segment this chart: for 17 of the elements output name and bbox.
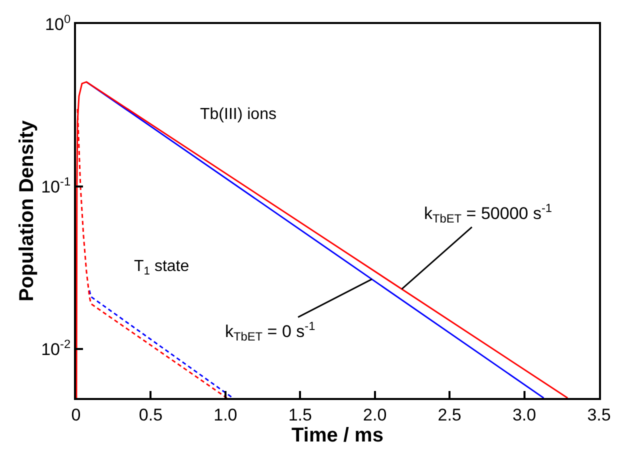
- x-tick-label: 3.0: [512, 405, 536, 424]
- annotation: k$_{TbET}$ = 0 s$^{-1}$: [225, 319, 316, 344]
- x-tick-label: 2.5: [438, 405, 462, 424]
- annotation: T$_{1}$ state: [134, 258, 190, 278]
- y-axis-title: Population Density: [16, 120, 38, 302]
- x-tick-label: 0.5: [138, 405, 163, 424]
- annotation: Tb(III) ions: [200, 106, 276, 123]
- x-tick-label: 0: [71, 405, 81, 424]
- y-tick-label: 10$^{0}$: [45, 12, 71, 34]
- x-tick-label: 1.5: [288, 405, 312, 424]
- x-axis-title: Time / ms: [292, 424, 384, 446]
- x-tick-label: 1.0: [214, 405, 238, 424]
- x-tick-label: 2.0: [363, 405, 387, 424]
- x-tick-label: 3.5: [587, 405, 611, 424]
- y-tick-label: 10$^{-2}$: [41, 336, 71, 360]
- annotation: k$_{TbET}$ = 50000 s$^{-1}$: [424, 201, 552, 226]
- y-tick-label: 10$^{-1}$: [41, 174, 71, 196]
